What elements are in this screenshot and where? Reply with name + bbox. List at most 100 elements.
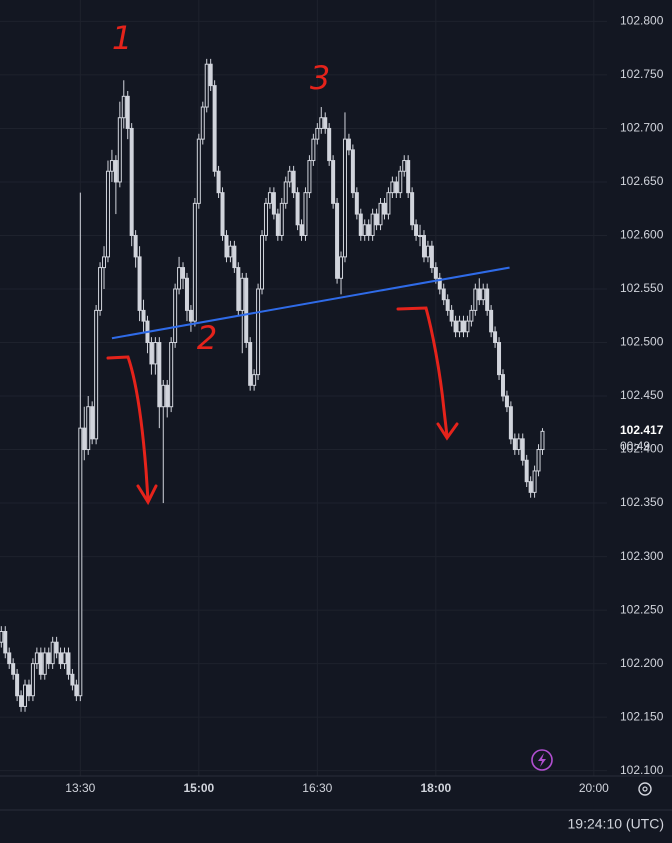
candle-body bbox=[177, 267, 182, 290]
y-tick-label: 102.600 bbox=[620, 228, 664, 242]
candle-body bbox=[414, 224, 419, 236]
candle-body bbox=[512, 438, 517, 451]
candle-body bbox=[240, 277, 245, 311]
candle-body bbox=[248, 342, 253, 386]
y-tick-label: 102.200 bbox=[620, 656, 664, 670]
candle-body bbox=[7, 652, 12, 665]
lightning-icon[interactable] bbox=[531, 749, 553, 771]
candle-body bbox=[94, 309, 99, 440]
candle-body bbox=[323, 117, 328, 129]
candle-body bbox=[11, 663, 16, 675]
candle-body bbox=[200, 106, 205, 140]
candle-body bbox=[98, 267, 103, 311]
candle-body bbox=[46, 652, 51, 665]
candle-body bbox=[307, 160, 312, 194]
candle-body bbox=[441, 288, 446, 301]
candle-body bbox=[315, 127, 320, 140]
candle-body bbox=[327, 127, 332, 162]
candle-body bbox=[497, 342, 502, 376]
candle-body bbox=[125, 95, 130, 129]
annotation-arrow bbox=[106, 355, 150, 502]
settings-icon[interactable] bbox=[638, 782, 652, 796]
candle-body bbox=[102, 256, 107, 269]
y-tick-label: 102.150 bbox=[620, 709, 664, 723]
grid bbox=[0, 0, 607, 776]
candle-body bbox=[216, 170, 221, 194]
candle-body bbox=[66, 652, 71, 675]
candle-body bbox=[252, 374, 257, 386]
candle-body bbox=[370, 213, 375, 236]
candle-body bbox=[374, 213, 379, 226]
candle-body bbox=[390, 181, 395, 194]
y-tick-label: 102.400 bbox=[620, 442, 664, 456]
candle-body bbox=[260, 234, 265, 290]
candle-body bbox=[161, 384, 166, 408]
candle-body bbox=[536, 449, 541, 472]
candle-body bbox=[78, 427, 83, 697]
candle-body bbox=[105, 170, 110, 258]
x-tick-label: 18:00 bbox=[420, 781, 451, 795]
candle-body bbox=[433, 267, 438, 279]
y-tick-label: 102.550 bbox=[620, 281, 664, 295]
candle-body bbox=[232, 245, 237, 269]
time-axis: 13:30 15:00 16:30 18:00 20:00 bbox=[65, 781, 609, 795]
candle-body bbox=[500, 374, 505, 397]
last-price: 102.417 bbox=[620, 423, 664, 437]
candle-body bbox=[362, 224, 367, 236]
x-tick-label: 13:30 bbox=[65, 781, 95, 795]
candle-body bbox=[493, 331, 498, 344]
candle-body bbox=[437, 277, 442, 290]
candle-body bbox=[311, 138, 316, 162]
candle-body bbox=[398, 170, 403, 194]
candle-body bbox=[275, 213, 280, 236]
candle-body bbox=[410, 192, 415, 226]
candle-body bbox=[129, 127, 134, 236]
candle-body bbox=[90, 406, 95, 440]
candle-body bbox=[26, 684, 31, 697]
annotation-label: 1 bbox=[112, 19, 132, 57]
candle-body bbox=[15, 673, 20, 697]
candle-body bbox=[149, 342, 154, 365]
y-tick-label: 102.100 bbox=[620, 763, 664, 777]
candle-body bbox=[169, 342, 174, 408]
candle-body bbox=[70, 673, 75, 686]
candle-body bbox=[54, 641, 59, 654]
candle-body bbox=[117, 117, 122, 183]
y-tick-label: 102.450 bbox=[620, 388, 664, 402]
candle-body bbox=[319, 117, 324, 129]
candle-body bbox=[23, 684, 28, 707]
candle-body bbox=[74, 684, 79, 697]
candle-body bbox=[34, 652, 39, 665]
settings-icon-center bbox=[642, 786, 648, 792]
candle-body bbox=[425, 245, 430, 258]
candle-body bbox=[38, 652, 43, 675]
candle-body bbox=[291, 170, 296, 194]
candle-body bbox=[181, 267, 186, 279]
candle-body bbox=[263, 202, 268, 236]
annotation-arrowhead bbox=[436, 422, 459, 441]
candle-body bbox=[346, 138, 351, 151]
candle-body bbox=[121, 95, 126, 119]
candle-body bbox=[457, 320, 462, 333]
candle-body bbox=[418, 234, 423, 237]
candle-body bbox=[516, 438, 521, 451]
candle-body bbox=[342, 138, 347, 258]
candle-body bbox=[366, 224, 371, 236]
annotation-arrowhead bbox=[136, 484, 158, 506]
candle-body bbox=[113, 160, 118, 183]
candle-body bbox=[508, 406, 513, 440]
candle-body bbox=[485, 288, 490, 311]
candle-body bbox=[137, 256, 142, 311]
candle-body bbox=[528, 481, 533, 493]
candle-body bbox=[133, 234, 138, 258]
candle-body bbox=[279, 202, 284, 236]
candle-body bbox=[157, 342, 162, 408]
candle-body bbox=[394, 181, 399, 194]
candle-body bbox=[520, 438, 525, 461]
x-tick-label: 16:30 bbox=[302, 781, 332, 795]
y-tick-label: 102.650 bbox=[620, 174, 664, 188]
candle-body bbox=[267, 192, 272, 204]
candle-body bbox=[212, 85, 217, 172]
candle-body bbox=[402, 160, 407, 172]
